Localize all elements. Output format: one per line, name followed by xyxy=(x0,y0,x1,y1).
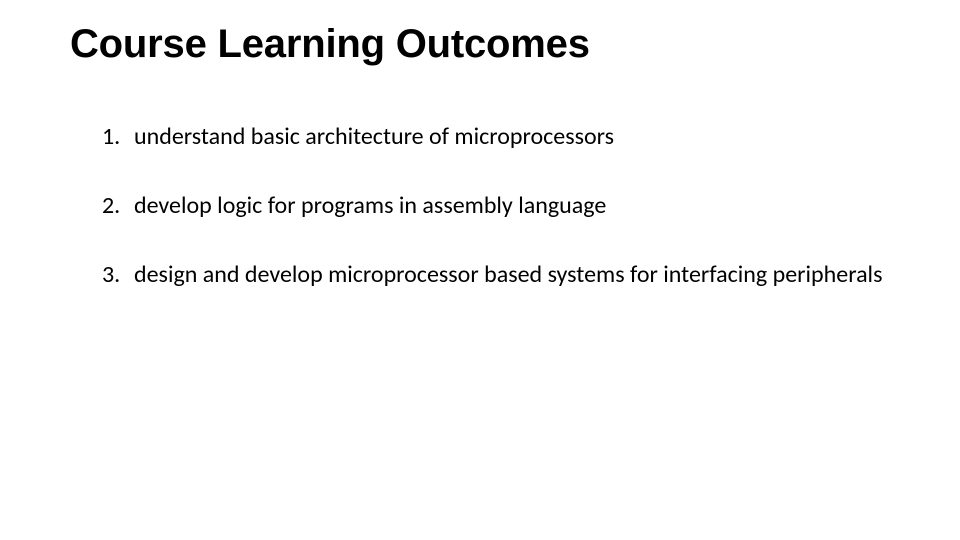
list-item: design and develop microprocessor based … xyxy=(102,261,890,290)
slide-container: Course Learning Outcomes understand basi… xyxy=(0,0,960,540)
list-item-text: develop logic for programs in assembly l… xyxy=(134,191,606,220)
slide-title: Course Learning Outcomes xyxy=(70,22,890,67)
outcomes-list: understand basic architecture of micropr… xyxy=(70,123,890,289)
list-item: develop logic for programs in assembly l… xyxy=(102,192,890,221)
list-item: understand basic architecture of micropr… xyxy=(102,123,890,152)
list-item-text: design and develop microprocessor based … xyxy=(134,260,882,289)
list-item-text: understand basic architecture of micropr… xyxy=(134,122,614,151)
